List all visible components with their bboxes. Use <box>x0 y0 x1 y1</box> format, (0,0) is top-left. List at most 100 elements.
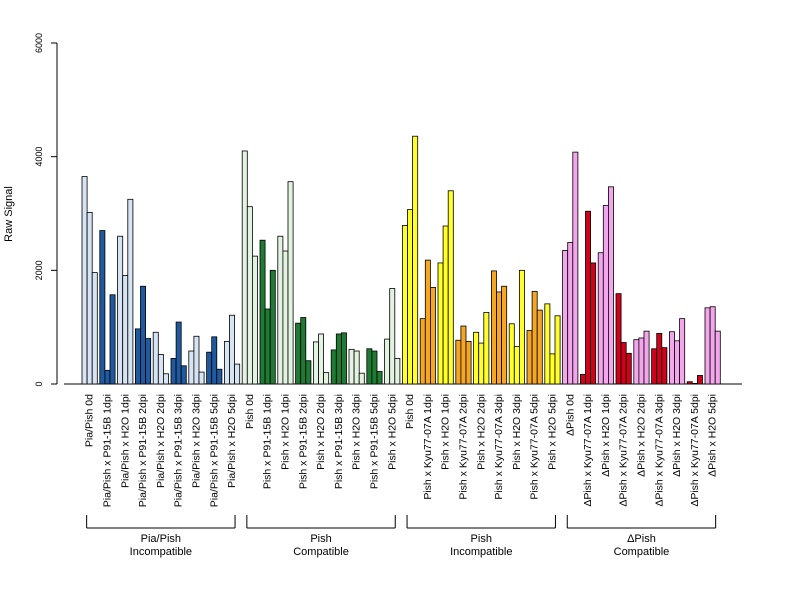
bar <box>704 307 711 385</box>
bar <box>554 315 561 385</box>
bar <box>211 336 218 385</box>
bar <box>407 209 413 385</box>
bar <box>496 291 502 385</box>
group-label-type: Compatible <box>614 546 670 558</box>
bar <box>519 269 525 385</box>
x-tick-label: Pish x H2O 2dpi <box>315 394 327 470</box>
bar <box>651 348 658 385</box>
bar <box>264 308 271 385</box>
bar <box>269 269 276 385</box>
bar <box>323 372 330 385</box>
bar <box>198 371 205 385</box>
bar <box>305 360 312 385</box>
x-tick-label: Pish x H2O 2dpi <box>475 394 487 470</box>
bar <box>437 262 444 385</box>
bar <box>562 250 569 385</box>
bar <box>234 363 241 385</box>
x-tick-label: Pish x P91-15B 5dpi <box>368 394 380 489</box>
bar <box>544 303 551 385</box>
bar <box>157 354 164 385</box>
bar <box>455 339 462 385</box>
bar <box>312 341 319 385</box>
bar <box>216 368 223 385</box>
x-tick-label: ΔPish x Kyu77-07A 2dpi <box>618 394 630 507</box>
bar <box>353 350 360 385</box>
bar <box>295 322 302 385</box>
bar <box>193 335 200 385</box>
bar <box>412 135 419 385</box>
bar <box>348 348 355 385</box>
bar <box>330 349 337 385</box>
bar <box>661 347 668 385</box>
x-tick-label: Pish x Kyu77-07A 3dpi <box>493 394 505 500</box>
bar <box>109 294 116 385</box>
bar <box>526 330 533 385</box>
bar <box>277 235 284 385</box>
bar <box>656 333 663 385</box>
bar <box>104 369 111 385</box>
group-label-name: Pia/Pish <box>141 533 181 545</box>
bar <box>170 358 177 385</box>
bar <box>709 306 716 385</box>
x-tick-label: Pish x Kyu77-07A 2dpi <box>457 394 469 500</box>
x-tick-label: Pia/Pish x P91-15B 5dpi <box>208 394 220 507</box>
group-label-type: Incompatible <box>130 546 192 558</box>
bar <box>597 252 604 385</box>
x-tick-label: Pish 0d <box>404 394 416 429</box>
bar <box>608 186 614 385</box>
bar <box>590 262 597 385</box>
bar <box>580 373 586 385</box>
bar <box>424 259 431 385</box>
y-tick-label: 4000 <box>34 147 44 167</box>
bar <box>691 383 698 385</box>
bar <box>419 318 426 385</box>
x-tick-label: Pish x H2O 3dpi <box>351 394 363 470</box>
bar <box>697 375 703 385</box>
bar <box>585 210 591 385</box>
bar <box>384 338 391 385</box>
bar <box>394 358 401 385</box>
y-axis-label: Raw Signal <box>3 186 15 242</box>
x-tick-label: Pish x H2O 1dpi <box>279 394 291 470</box>
bar <box>669 331 675 385</box>
bar <box>567 242 574 385</box>
x-tick-label: Pia/Pish x H2O 5dpi <box>226 394 238 488</box>
group-label-name: Pish <box>471 533 492 545</box>
bar <box>91 272 98 385</box>
x-tick-label: Pia/Pish x H2O 2dpi <box>155 394 167 488</box>
x-tick-label: Pish x H2O 5dpi <box>546 394 558 470</box>
group-label-type: Incompatible <box>450 546 512 558</box>
bar <box>572 151 579 385</box>
bar <box>501 285 508 385</box>
x-tick-label: ΔPish x H2O 3dpi <box>671 394 683 477</box>
x-tick-label: Pia/Pish x H2O 1dpi <box>119 394 131 488</box>
y-tick-label: 2000 <box>34 260 44 280</box>
group-label-type: Compatible <box>293 546 349 558</box>
bar <box>615 293 622 385</box>
bar <box>401 225 408 385</box>
x-tick-label: Pia/Pish x P91-15B 1dpi <box>101 394 113 507</box>
bar <box>162 373 169 385</box>
y-axis: 0 2000 4000 6000 <box>34 33 58 387</box>
group-brackets: Pia/PishIncompatiblePishCompatiblePishIn… <box>86 515 717 558</box>
bar <box>287 181 294 385</box>
x-tick-labels: Pia/Pish 0d Pia/Pish x P91-15B 1dpi Pia/Pi… <box>84 394 719 507</box>
y-tick-label: 6000 <box>34 33 44 53</box>
bar <box>714 330 721 385</box>
x-tick-label: Pia/Pish x P91-15B 2dpi <box>137 394 149 507</box>
bar <box>371 350 378 385</box>
bar <box>117 235 124 385</box>
bar <box>674 340 680 385</box>
bar <box>429 286 436 385</box>
x-tick-label: Pish 0d <box>244 394 256 429</box>
x-tick-label: ΔPish x Kyu77-07A 3dpi <box>653 394 665 507</box>
bar <box>340 332 347 385</box>
bar <box>223 340 230 385</box>
bar <box>460 325 467 385</box>
bar <box>549 353 556 385</box>
y-tick-label: 0 <box>34 381 44 386</box>
bar <box>81 176 88 385</box>
bar <box>229 314 235 385</box>
bar <box>620 342 627 385</box>
